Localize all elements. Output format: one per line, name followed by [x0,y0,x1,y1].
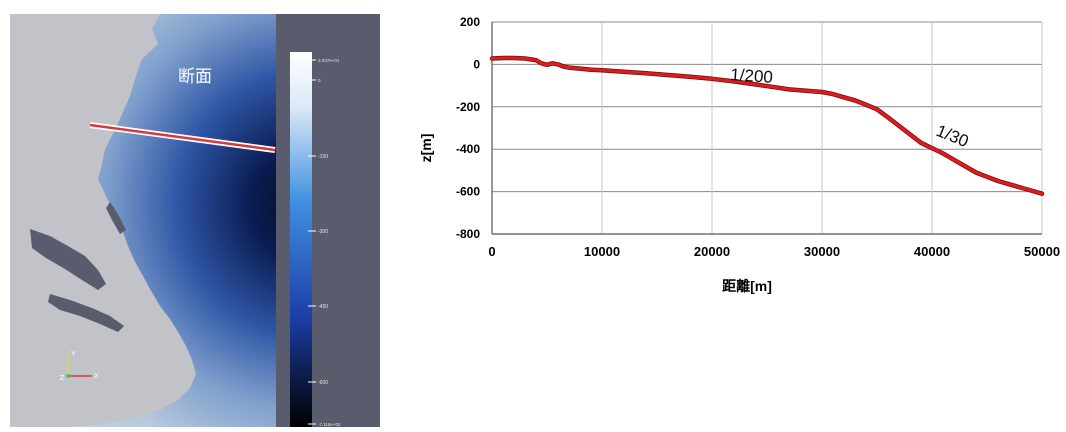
bathymetry-map-svg: 断面 Y X Z 3.037e+01 0 -150 -300 -450 -600 -7.11… [10,14,380,427]
coastal-lagoon [106,202,126,234]
x-tick-labels: 0 10000 20000 30000 40000 50000 [488,244,1060,259]
slope-annotation-2: 1/30 [934,121,972,151]
x-axis-label: 距離[m] [722,278,772,294]
colorbar-tick-label: 0 [318,78,321,83]
bathymetry-map: 断面 Y X Z 3.037e+01 0 -150 -300 -450 -600 -7.11… [10,14,380,427]
colorbar-tick-label: -600 [318,380,328,386]
colorbar-tick-label: -450 [318,304,328,310]
axis-y-label: Y [71,351,76,358]
colorbar-tick-label: -7.115e+02 [318,422,341,427]
slope-annotation-1: 1/200 [730,65,774,87]
coastline-land [10,14,196,427]
inlet-water [48,294,124,332]
depth-profile-svg: 200 0 -200 -400 -600 -800 0 10000 20000 30000 400… [418,15,1060,294]
x-tick-label: 20000 [694,244,730,259]
colorbar-tick-label: 3.037e+01 [318,58,340,63]
z-axis-marker [66,374,70,378]
y-tick-label: -600 [456,185,480,199]
x-tick-label: 50000 [1024,244,1060,259]
series-line [490,56,1044,196]
section-line [89,123,276,152]
x-tick-label: 10000 [584,244,620,259]
colorbar [290,52,312,427]
axis-z-label: Z [60,375,65,382]
x-tick-label: 30000 [804,244,840,259]
colorbar-tick-label: -300 [318,229,328,235]
chart-series [489,55,1045,196]
y-tick-labels: 200 0 -200 -400 -600 -800 [456,15,480,241]
y-tick-label: 0 [473,57,480,71]
colorbar-tick-label: -150 [318,154,328,160]
colorbar-ticks: 3.037e+01 0 -150 -300 -450 -600 -7.115e+02 [308,58,341,427]
y-tick-label: 200 [460,15,480,29]
bay-water [30,229,106,290]
y-axis-label: z[m] [418,134,434,163]
y-tick-label: -200 [456,100,480,114]
x-tick-label: 40000 [914,244,950,259]
section-label: 断面 [178,67,212,86]
y-tick-label: -800 [456,227,480,241]
y-tick-label: -400 [456,142,480,156]
depth-profile-chart: 200 0 -200 -400 -600 -800 0 10000 20000 30000 400… [395,5,1066,305]
axis-x-label: X [94,373,99,380]
x-tick-label: 0 [488,244,495,259]
chart-grid [491,21,1043,235]
axes-triad: Y X Z [60,351,99,382]
